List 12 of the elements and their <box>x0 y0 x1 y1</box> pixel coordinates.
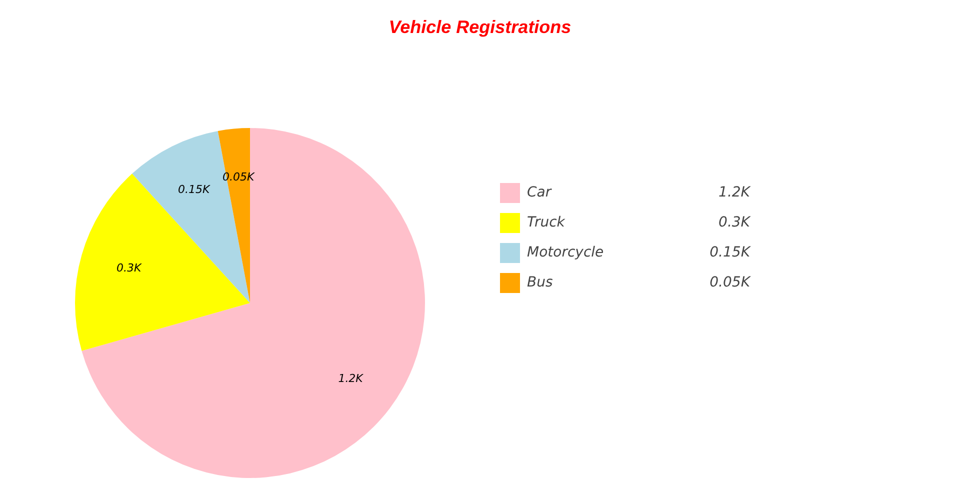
legend-label: Bus <box>527 274 553 291</box>
chart-title: Vehicle Registrations <box>388 16 572 39</box>
text: 0.15K <box>710 244 750 261</box>
legend-label: Truck <box>527 214 566 231</box>
text: 0.3K <box>718 214 750 231</box>
data-label: 1.2K <box>338 372 364 385</box>
legend-label: Motorcycle <box>527 244 604 261</box>
data-label: 0.15K <box>178 183 210 196</box>
text: 0.05K <box>710 274 750 291</box>
legend-label: Car <box>527 184 552 201</box>
text: 1.2K <box>718 184 750 201</box>
data-label: 0.3K <box>116 261 142 274</box>
